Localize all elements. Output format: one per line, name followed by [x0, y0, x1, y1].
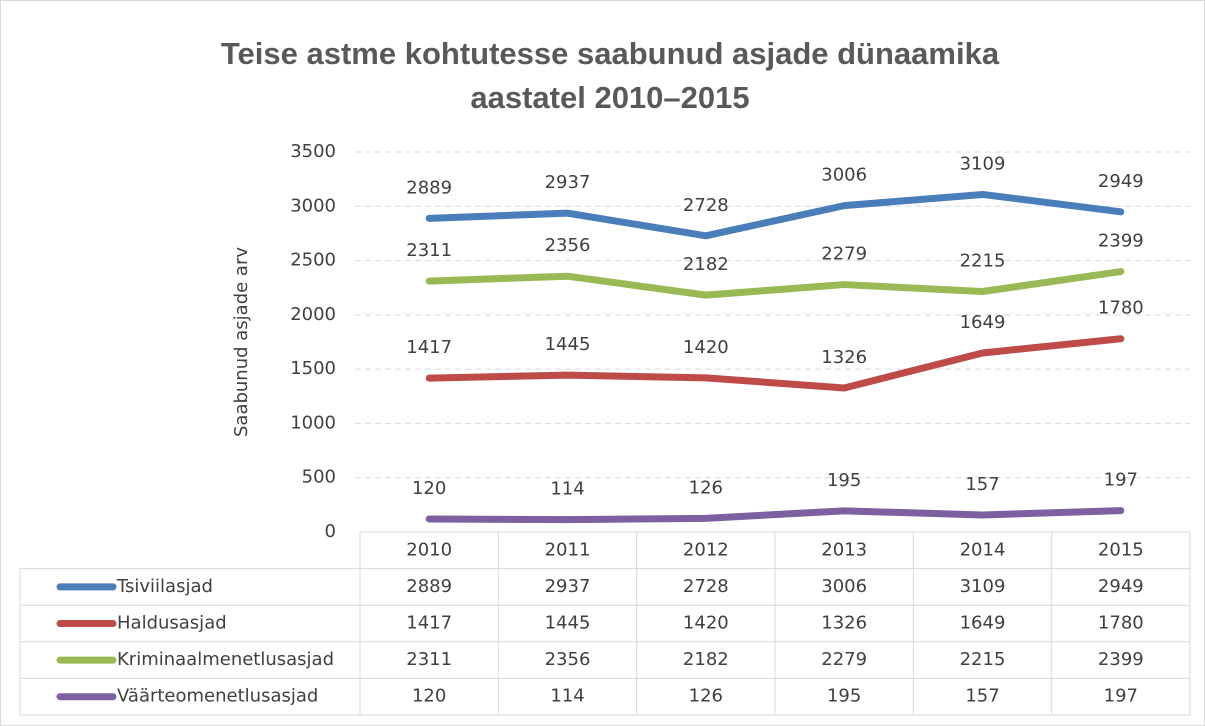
- table-cell: 1780: [1098, 613, 1144, 634]
- data-label: 157: [965, 474, 999, 495]
- y-tick-label: 0: [325, 521, 336, 542]
- table-cell: 2356: [545, 649, 591, 670]
- table-cell: 1326: [821, 613, 867, 634]
- y-tick-label: 500: [302, 467, 336, 488]
- table-cell: 2889: [406, 576, 452, 597]
- data-label: 2399: [1098, 231, 1144, 252]
- y-tick-label: 2500: [290, 250, 336, 271]
- data-label: 2728: [683, 195, 729, 216]
- y-axis-label: Saabunud asjade arv: [231, 247, 252, 437]
- table-cell: 2937: [545, 576, 591, 597]
- data-label: 120: [412, 478, 446, 499]
- x-tick-label: 2015: [1098, 539, 1144, 560]
- series-line: [425, 335, 1125, 392]
- data-label: 1326: [821, 347, 867, 368]
- x-tick-label: 2012: [683, 539, 729, 560]
- chart-title: Teise astme kohtutesse saabunud asjade d…: [221, 36, 1000, 71]
- table-cell: 157: [965, 686, 999, 707]
- data-label: 2889: [406, 177, 452, 198]
- table-cell: 3109: [960, 576, 1006, 597]
- data-label: 2215: [960, 251, 1006, 272]
- x-tick-label: 2013: [821, 539, 867, 560]
- data-label: 1780: [1098, 298, 1144, 319]
- table-cell: 2279: [821, 649, 867, 670]
- data-label: 3006: [821, 165, 867, 186]
- legend-label: Haldusasjad: [117, 613, 227, 634]
- series-line: [425, 190, 1125, 240]
- y-tick-label: 1500: [290, 358, 336, 379]
- data-label: 126: [689, 477, 723, 498]
- series-line: [425, 507, 1125, 524]
- data-label: 2182: [683, 254, 729, 275]
- table-cell: 126: [689, 686, 723, 707]
- table-cell: 120: [412, 686, 446, 707]
- data-label: 2949: [1098, 171, 1144, 192]
- data-label: 2279: [821, 244, 867, 265]
- table-cell: 195: [827, 686, 861, 707]
- y-tick-label: 3000: [290, 195, 336, 216]
- table-cell: 2399: [1098, 649, 1144, 670]
- table-cell: 2215: [960, 649, 1006, 670]
- data-label: 2356: [545, 235, 591, 256]
- x-tick-label: 2010: [406, 539, 452, 560]
- table-cell: 114: [550, 686, 584, 707]
- data-label: 1417: [406, 337, 452, 358]
- table-cell: 197: [1104, 686, 1138, 707]
- data-label: 2311: [406, 240, 452, 261]
- data-label: 3109: [960, 153, 1006, 174]
- y-tick-label: 2000: [290, 304, 336, 325]
- data-label: 2937: [545, 172, 591, 193]
- chart-title: aastatel 2010–2015: [470, 80, 749, 115]
- table-cell: 1649: [960, 613, 1006, 634]
- series-line: [425, 268, 1125, 299]
- y-tick-label: 3500: [290, 141, 336, 162]
- legend-label: Tsiviilasjad: [116, 576, 213, 597]
- table-cell: 1417: [406, 613, 452, 634]
- data-label: 1445: [545, 334, 591, 355]
- data-label: 1649: [960, 312, 1006, 333]
- table-cell: 2311: [406, 649, 452, 670]
- legend-label: Kriminaalmenetlusasjad: [117, 649, 334, 670]
- y-tick-label: 1000: [290, 412, 336, 433]
- x-tick-label: 2014: [960, 539, 1006, 560]
- legend-label: Väärteomenetlusasjad: [117, 686, 318, 707]
- data-label: 114: [550, 479, 584, 500]
- table-cell: 1420: [683, 613, 729, 634]
- table-cell: 1445: [545, 613, 591, 634]
- data-label: 1420: [683, 337, 729, 358]
- table-cell: 2182: [683, 649, 729, 670]
- table-cell: 3006: [821, 576, 867, 597]
- table-cell: 2949: [1098, 576, 1144, 597]
- x-tick-label: 2011: [545, 539, 591, 560]
- table-cell: 2728: [683, 576, 729, 597]
- data-label: 197: [1104, 470, 1138, 491]
- data-label: 195: [827, 470, 861, 491]
